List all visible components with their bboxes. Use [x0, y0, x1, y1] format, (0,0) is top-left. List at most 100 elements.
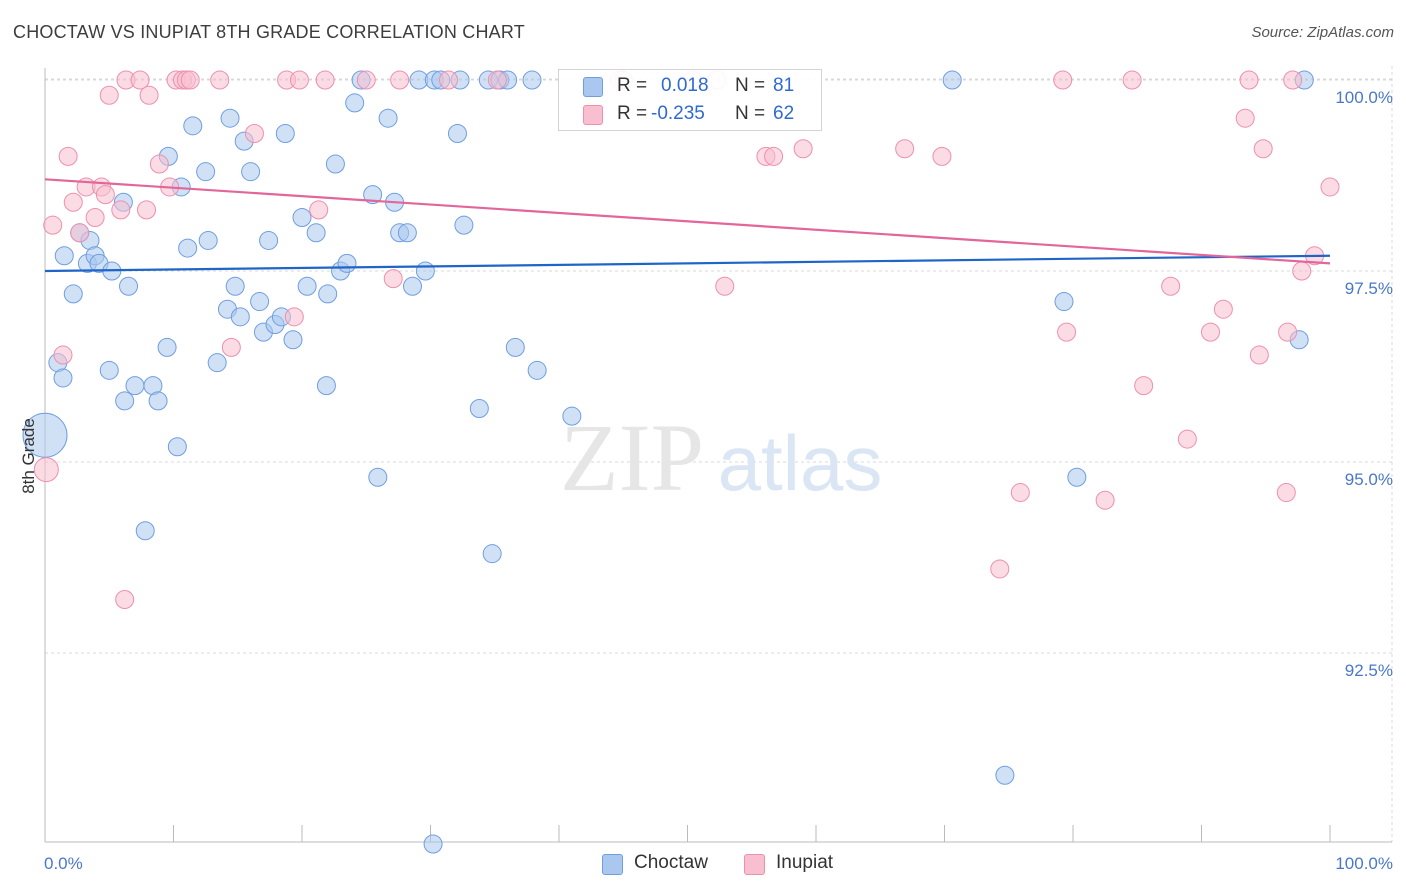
inupiat-point [1292, 261, 1312, 281]
inupiat-point [58, 146, 78, 166]
inupiat-point [289, 70, 309, 90]
choctaw-point [447, 123, 467, 143]
choctaw-point [292, 208, 312, 228]
inupiat-point [33, 457, 59, 483]
inupiat-point [1249, 345, 1269, 365]
watermark-atlas: atlas [718, 419, 883, 507]
x-tick-label: 100.0% [1335, 854, 1393, 873]
inupiat-point [99, 85, 119, 105]
y-tick-label: 92.5% [1345, 661, 1393, 680]
legend-row-inupiat: R = -0.235 N = 62 [559, 101, 821, 127]
inupiat-trend-line [44, 178, 1331, 265]
inupiat-point [53, 345, 73, 365]
inupiat-point [990, 559, 1010, 579]
inupiat-point [137, 200, 157, 220]
choctaw-point [942, 70, 962, 90]
inupiat-point [715, 276, 735, 296]
inupiat-point [438, 70, 458, 90]
inupiat-point [149, 154, 169, 174]
choctaw-point [178, 238, 198, 258]
inupiat-point [1278, 322, 1298, 342]
inupiat-point [793, 139, 813, 159]
choctaw-point [250, 292, 270, 312]
choctaw-point [135, 521, 155, 541]
y-axis-label: 8th Grade [19, 418, 38, 494]
choctaw-point [297, 276, 317, 296]
inupiat-point [1095, 490, 1115, 510]
choctaw-trend-line [44, 254, 1331, 273]
choctaw-point [527, 360, 547, 380]
inupiat-point [139, 85, 159, 105]
choctaw-point [53, 368, 73, 388]
choctaw-point [318, 284, 338, 304]
choctaw-point [562, 406, 582, 426]
choctaw-point [306, 223, 326, 243]
choctaw-point [230, 307, 250, 327]
legend-n-label: N = [735, 103, 766, 124]
inupiat-point [1276, 483, 1296, 503]
tick-labels: 100.0% 97.5% 95.0% 92.5% 0.0% 100.0% [44, 88, 1393, 873]
inupiat-point [895, 139, 915, 159]
inupiat-point [1320, 177, 1340, 197]
choctaw-point [469, 399, 489, 419]
choctaw-point [368, 467, 388, 487]
stats-legend: R = 0.018 N = 81 R = -0.235 N = 62 [558, 69, 822, 131]
choctaw-point [220, 108, 240, 128]
choctaw-point [363, 185, 383, 205]
choctaw-point [482, 544, 502, 564]
choctaw-point [283, 330, 303, 350]
legend-n-value: 81 [773, 75, 795, 96]
chart-source: Source: ZipAtlas.com [1251, 24, 1394, 41]
inupiat-point [111, 200, 131, 220]
inupiat-point [95, 185, 115, 205]
legend-n-label: N = [735, 75, 766, 96]
data-points [22, 70, 1340, 854]
choctaw-point [316, 376, 336, 396]
inupiat-point [70, 223, 90, 243]
choctaw-point [403, 276, 423, 296]
inupiat-point [1057, 322, 1077, 342]
inupiat-point [315, 70, 335, 90]
choctaw-point [345, 93, 365, 113]
y-tick-label: 100.0% [1335, 88, 1393, 107]
choctaw-point [148, 391, 168, 411]
choctaw-point [454, 215, 474, 235]
inupiat-point [1010, 483, 1030, 503]
inupiat-point [1134, 376, 1154, 396]
inupiat-point [1253, 139, 1273, 159]
y-tick-label: 95.0% [1345, 470, 1393, 489]
inupiat-point [115, 590, 135, 610]
inupiat-point [1239, 70, 1259, 90]
trend-lines [44, 178, 1331, 273]
choctaw-point [337, 253, 357, 273]
inupiat-point [244, 123, 264, 143]
choctaw-point [125, 376, 145, 396]
inupiat-point [1283, 70, 1303, 90]
inupiat-point [130, 70, 150, 90]
inupiat-point [390, 70, 410, 90]
choctaw-point [378, 108, 398, 128]
choctaw-point [99, 360, 119, 380]
chart-title: CHOCTAW VS INUPIAT 8TH GRADE CORRELATION… [13, 22, 525, 42]
inupiat-point [383, 269, 403, 289]
legend-r-label: R = [617, 103, 648, 124]
choctaw-point [397, 223, 417, 243]
inupiat-legend-label: Inupiat [776, 852, 834, 873]
choctaw-point [275, 123, 295, 143]
choctaw-point [1067, 467, 1087, 487]
y-tick-label: 97.5% [1345, 279, 1393, 298]
inupiat-point [1122, 70, 1142, 90]
choctaw-point [423, 834, 443, 854]
inupiat-point [1053, 70, 1073, 90]
inupiat-legend-swatch [744, 854, 765, 875]
choctaw-point [325, 154, 345, 174]
legend-r-value: -0.235 [651, 103, 705, 124]
inupiat-point [932, 146, 952, 166]
choctaw-point [225, 276, 245, 296]
watermark-zip: ZIP [560, 404, 704, 511]
inupiat-point [180, 70, 200, 90]
legend-row-choctaw: R = 0.018 N = 81 [559, 73, 821, 99]
choctaw-legend-label: Choctaw [634, 852, 708, 873]
choctaw-point [259, 230, 279, 250]
